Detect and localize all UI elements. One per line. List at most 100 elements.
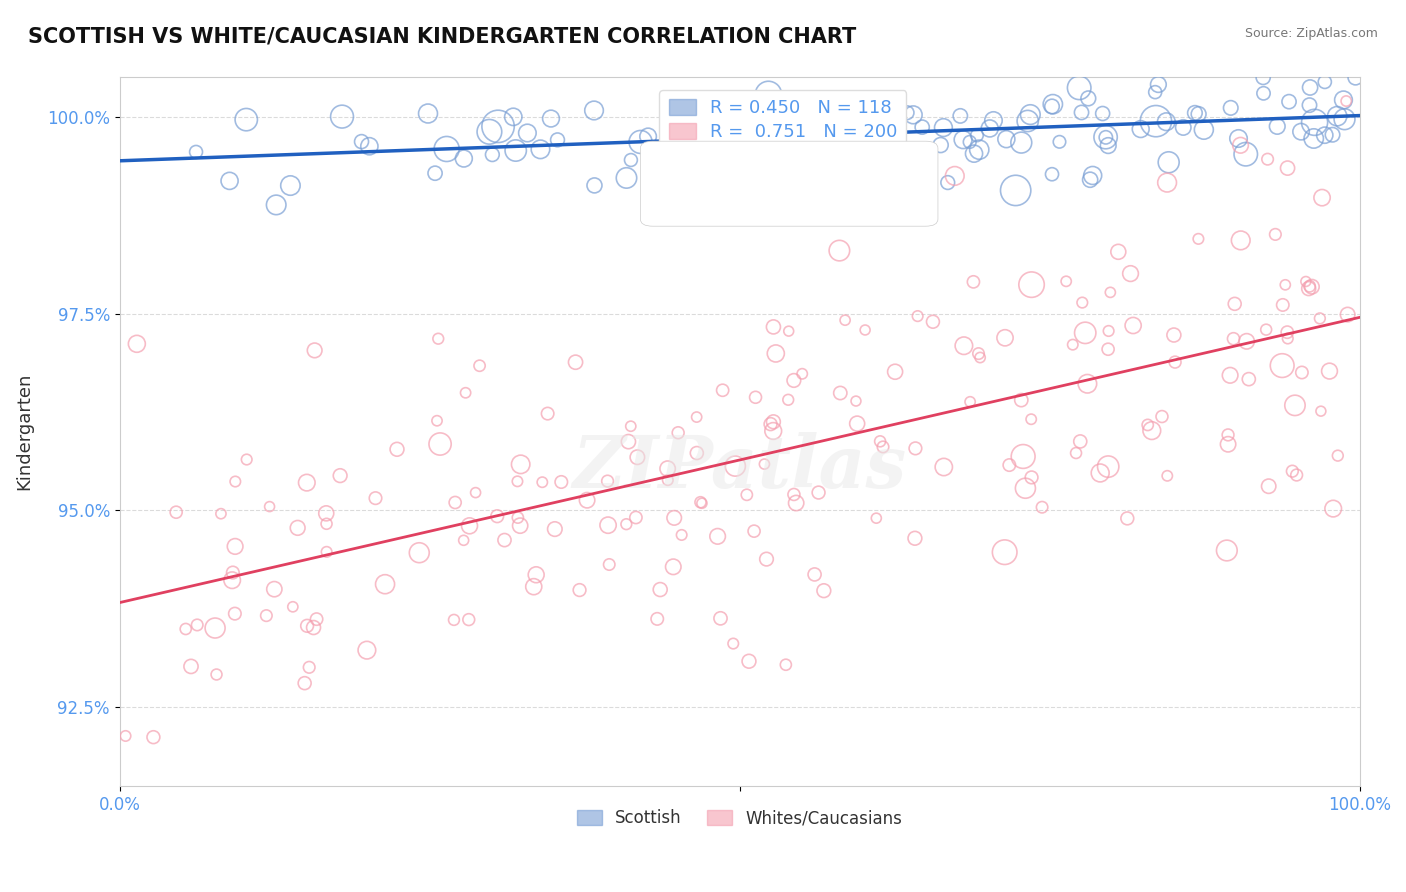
Point <box>686 446 709 460</box>
Point <box>620 153 643 167</box>
Point <box>669 136 692 151</box>
Point <box>966 128 988 143</box>
Point <box>963 146 986 161</box>
Point <box>1274 277 1296 292</box>
Point <box>315 545 337 559</box>
Point <box>426 414 449 428</box>
Point <box>723 636 745 650</box>
Point <box>1042 97 1064 112</box>
Point <box>1251 70 1274 85</box>
Point <box>904 531 927 545</box>
Point <box>709 611 731 625</box>
Point <box>1021 470 1043 484</box>
Point <box>1031 500 1053 515</box>
Point <box>1017 114 1039 128</box>
Point <box>280 178 302 193</box>
Point <box>1010 393 1032 408</box>
Point <box>995 132 1018 146</box>
Point <box>702 141 724 155</box>
Point <box>1229 233 1251 247</box>
Point <box>785 169 807 184</box>
Point <box>803 567 825 582</box>
Point <box>1313 128 1336 143</box>
Point <box>735 488 758 502</box>
Point <box>486 120 509 134</box>
Point <box>1344 70 1367 85</box>
Point <box>666 425 689 440</box>
Point <box>730 96 752 111</box>
Point <box>689 495 711 509</box>
Point <box>834 313 856 327</box>
Point <box>1271 359 1294 373</box>
Point <box>1291 366 1313 380</box>
Point <box>224 540 246 554</box>
Point <box>1310 191 1333 205</box>
Point <box>953 339 976 353</box>
Point <box>174 622 197 636</box>
Point <box>509 518 531 533</box>
Point <box>509 458 531 472</box>
Point <box>263 582 285 596</box>
Point <box>911 120 934 135</box>
Point <box>936 176 959 190</box>
Point <box>486 509 509 524</box>
Point <box>458 518 481 533</box>
Point <box>315 507 337 521</box>
Point <box>443 613 465 627</box>
Point <box>762 319 785 334</box>
Point <box>1278 95 1301 109</box>
Point <box>1014 481 1036 495</box>
Point <box>1071 295 1094 310</box>
Point <box>932 120 955 135</box>
Point <box>374 577 396 591</box>
Point <box>884 365 907 379</box>
Point <box>221 573 243 587</box>
Point <box>983 113 1005 128</box>
Point <box>295 475 318 490</box>
Point <box>1298 279 1320 293</box>
Point <box>1222 332 1244 346</box>
Point <box>1150 409 1173 424</box>
Point <box>932 460 955 475</box>
Point <box>806 173 828 187</box>
Point <box>1326 449 1348 463</box>
Point <box>617 434 640 449</box>
Point <box>1303 115 1326 129</box>
Point <box>359 139 381 153</box>
Point <box>620 419 643 434</box>
Point <box>724 111 747 125</box>
Point <box>748 122 770 136</box>
Point <box>1021 277 1043 292</box>
Point <box>1277 325 1299 339</box>
Point <box>785 496 807 510</box>
Point <box>1264 227 1286 242</box>
Point <box>1298 282 1320 296</box>
Point <box>967 346 990 360</box>
Point <box>865 511 887 525</box>
Point <box>657 461 679 475</box>
Point <box>180 659 202 673</box>
Point <box>1164 355 1187 369</box>
Point <box>969 351 991 365</box>
Point <box>1122 318 1144 333</box>
Point <box>523 580 546 594</box>
Point <box>1019 412 1042 426</box>
Point <box>1040 99 1063 113</box>
Point <box>1298 98 1320 112</box>
Point <box>204 621 226 635</box>
Point <box>1277 331 1299 345</box>
Point <box>165 505 187 519</box>
Point <box>1076 376 1098 391</box>
Point <box>330 110 353 124</box>
Point <box>690 496 713 510</box>
Point <box>770 108 793 122</box>
Point <box>356 643 378 657</box>
Point <box>828 244 851 258</box>
Point <box>1277 161 1299 175</box>
Point <box>583 178 606 193</box>
Point <box>524 567 547 582</box>
Point <box>1156 176 1178 190</box>
Point <box>952 133 974 147</box>
Point <box>1271 298 1294 312</box>
Point <box>1140 424 1163 438</box>
